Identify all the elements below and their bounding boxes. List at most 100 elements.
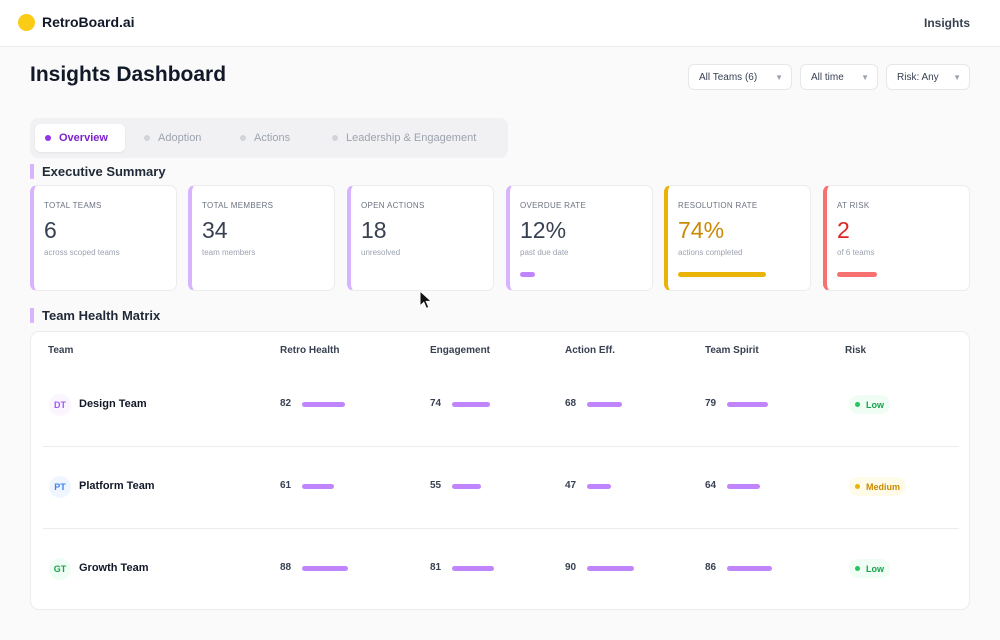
table-row[interactable]: PT Platform Team 61 55 47 64 Medium [43, 447, 959, 529]
metric-bar [302, 566, 348, 571]
metric-value: 61 [280, 480, 292, 491]
status-dot-icon [855, 566, 860, 571]
team-filter-select[interactable]: All Teams (6) ▼ [688, 64, 792, 90]
column-header-engagement: Engagement [430, 345, 491, 356]
column-header-team-spirit: Team Spirit [705, 345, 759, 356]
kpi-value: 34 [202, 217, 228, 243]
column-header-action-eff: Action Eff. [565, 345, 615, 356]
kpi-subtitle: actions completed [678, 248, 743, 257]
column-header-retro-health: Retro Health [280, 345, 340, 356]
column-header-team: Team [48, 345, 74, 356]
tab-label: Adoption [158, 132, 202, 144]
kpi-progress-fill [678, 272, 767, 277]
kpi-progress-bar [678, 272, 770, 277]
team-name: Growth Team [79, 562, 149, 574]
metric-value: 90 [565, 562, 577, 573]
table-row[interactable]: GT Growth Team 88 81 90 86 Low [43, 529, 959, 611]
top-bar: RetroBoard.ai Insights [0, 0, 1000, 47]
metric-value: 79 [705, 398, 717, 409]
kpi-card-resolution-rate: RESOLUTION RATE 74% actions completed [664, 185, 811, 291]
dashboard-tabs: Overview Adoption Actions Leadership & E… [30, 118, 508, 158]
risk-label: Medium [866, 482, 901, 492]
chevron-down-icon: ▼ [775, 73, 783, 82]
tab-adoption[interactable]: Adoption [134, 124, 224, 152]
status-dot-icon [855, 484, 860, 489]
tab-label: Leadership & Engagement [346, 132, 477, 144]
metric-bar [452, 484, 481, 489]
time-filter-value: All time [811, 72, 844, 83]
kpi-value: 74% [678, 217, 725, 243]
kpi-progress-fill [837, 272, 877, 277]
team-filter-value: All Teams (6) [699, 72, 758, 83]
kpi-value: 18 [361, 217, 387, 243]
metric-bar [452, 566, 494, 571]
kpi-label: RESOLUTION RATE [678, 201, 758, 210]
tab-label: Actions [254, 132, 291, 144]
metric-bar [587, 484, 611, 489]
tab-dot-icon [332, 135, 338, 141]
kpi-label: OVERDUE RATE [520, 201, 587, 210]
kpi-value: 12% [520, 217, 567, 243]
kpi-subtitle: team members [202, 248, 256, 257]
risk-filter-select[interactable]: Risk: Any ▼ [886, 64, 970, 90]
chevron-down-icon: ▼ [953, 73, 961, 82]
status-dot-icon [855, 402, 860, 407]
metric-value: 86 [705, 562, 717, 573]
team-name: Platform Team [79, 480, 155, 492]
kpi-subtitle: across scoped teams [44, 248, 120, 257]
column-header-risk: Risk [845, 345, 867, 356]
metric-value: 64 [705, 480, 717, 491]
tab-dot-icon [45, 135, 51, 141]
metric-value: 82 [280, 398, 292, 409]
metric-value: 47 [565, 480, 577, 491]
kpi-progress-fill [520, 272, 535, 277]
tab-overview[interactable]: Overview [35, 124, 125, 152]
table-row[interactable]: DT Design Team 82 74 68 79 Low [43, 365, 959, 447]
tab-dot-icon [240, 135, 246, 141]
team-avatar: DT [49, 394, 71, 416]
tab-leadership-engagement[interactable]: Leadership & Engagement [322, 124, 502, 152]
nav-insights-link[interactable]: Insights [923, 16, 970, 30]
kpi-card-total-members: TOTAL MEMBERS 34 team members [188, 185, 335, 291]
time-filter-select[interactable]: All time ▼ [800, 64, 878, 90]
page-title: Insights Dashboard [30, 63, 227, 86]
metric-bar [587, 566, 634, 571]
kpi-subtitle: of 6 teams [837, 248, 875, 257]
kpi-value: 6 [44, 217, 57, 243]
metric-bar [452, 402, 490, 407]
tab-dot-icon [144, 135, 150, 141]
kpi-card-overdue-rate: OVERDUE RATE 12% past due date [506, 185, 653, 291]
team-health-matrix: Team Retro Health Engagement Action Eff.… [30, 331, 970, 610]
metric-bar [727, 484, 760, 489]
app-name[interactable]: RetroBoard.ai [42, 14, 135, 30]
kpi-label: AT RISK [837, 201, 870, 210]
metric-bar [302, 484, 334, 489]
team-health-matrix-title: Team Health Matrix [30, 308, 160, 323]
team-avatar: GT [49, 558, 71, 580]
metric-value: 68 [565, 398, 577, 409]
metric-bar [587, 402, 622, 407]
chevron-down-icon: ▼ [861, 73, 869, 82]
metric-value: 74 [430, 398, 442, 409]
risk-filter-value: Risk: Any [897, 72, 939, 83]
kpi-subtitle: unresolved [361, 248, 401, 257]
kpi-subtitle: past due date [520, 248, 569, 257]
tab-label: Overview [59, 132, 108, 144]
metric-bar [302, 402, 345, 407]
risk-label: Low [866, 564, 884, 574]
kpi-label: OPEN ACTIONS [361, 201, 425, 210]
risk-badge: Low [849, 559, 890, 578]
metric-bar [727, 566, 772, 571]
kpi-progress-bar [837, 272, 929, 277]
risk-label: Low [866, 400, 884, 410]
tab-actions[interactable]: Actions [230, 124, 310, 152]
kpi-progress-bar [520, 272, 612, 277]
logo-icon [18, 14, 35, 31]
kpi-label: TOTAL TEAMS [44, 201, 102, 210]
kpi-card-open-actions: OPEN ACTIONS 18 unresolved [347, 185, 494, 291]
mouse-cursor-icon [419, 290, 433, 310]
risk-badge: Medium [849, 477, 907, 496]
risk-badge: Low [849, 395, 890, 414]
metric-value: 81 [430, 562, 442, 573]
kpi-value: 2 [837, 217, 850, 243]
